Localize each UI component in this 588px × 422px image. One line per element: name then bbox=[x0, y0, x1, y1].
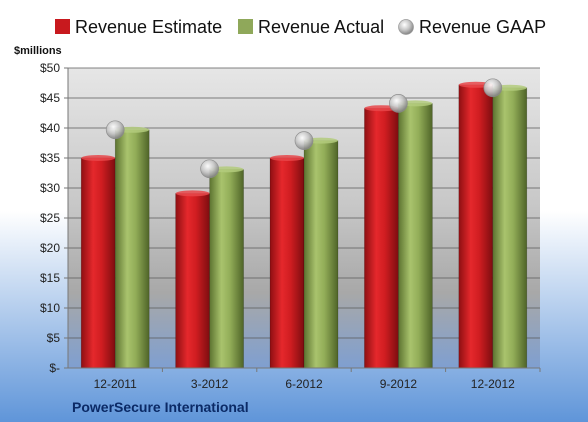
y-tick-label: $50 bbox=[40, 61, 60, 75]
actual-bar bbox=[209, 169, 244, 369]
y-tick-label: $5 bbox=[47, 331, 61, 345]
gaap-marker bbox=[105, 120, 125, 140]
x-tick-label: 3-2012 bbox=[191, 377, 229, 391]
estimate-bar-cap bbox=[81, 155, 116, 161]
y-tick-label: $35 bbox=[40, 151, 60, 165]
actual-bar bbox=[492, 87, 528, 369]
y-tick-label: $30 bbox=[40, 181, 60, 195]
y-tick-label: $10 bbox=[40, 301, 60, 315]
estimate-bar bbox=[175, 193, 210, 369]
y-tick-label: $- bbox=[49, 361, 60, 375]
y-tick-label: $25 bbox=[40, 211, 60, 225]
x-tick-label: 12-2011 bbox=[94, 377, 137, 391]
gaap-markers bbox=[105, 78, 503, 179]
x-tick-label: 6-2012 bbox=[285, 377, 323, 391]
y-tick-label: $15 bbox=[40, 271, 60, 285]
estimate-bar bbox=[364, 107, 399, 369]
legend-swatch-estimate bbox=[55, 19, 70, 34]
estimate-bar bbox=[269, 157, 305, 369]
y-axis-unit: $millions bbox=[14, 45, 62, 57]
gaap-marker bbox=[389, 94, 408, 113]
bars bbox=[80, 81, 528, 369]
gaap-marker bbox=[200, 159, 219, 179]
x-tick-label: 12-2012 bbox=[471, 377, 515, 391]
y-tick-label: $20 bbox=[40, 241, 60, 255]
legend: Revenue Estimate Revenue Actual Revenue … bbox=[55, 17, 546, 37]
x-tick-label: 9-2012 bbox=[380, 377, 418, 391]
actual-bar bbox=[303, 140, 339, 369]
legend-swatch-actual bbox=[238, 19, 253, 34]
company-name: PowerSecure International bbox=[72, 399, 249, 415]
estimate-bar bbox=[80, 157, 116, 369]
legend-label-gaap: Revenue GAAP bbox=[419, 17, 546, 37]
legend-label-estimate: Revenue Estimate bbox=[75, 17, 222, 37]
legend-marker-gaap bbox=[398, 19, 414, 35]
estimate-bar bbox=[458, 84, 494, 369]
gaap-marker bbox=[483, 78, 503, 98]
actual-bar bbox=[114, 129, 150, 369]
legend-label-actual: Revenue Actual bbox=[258, 17, 384, 37]
estimate-bar-cap bbox=[175, 190, 210, 197]
gaap-marker bbox=[294, 131, 314, 150]
y-axis-ticks: $- $5 $10 $15 $20 $25 $30 $35 $40 $45 $50 bbox=[40, 61, 68, 375]
x-axis-ticks: 12-2011 3-2012 6-2012 9-2012 12-2012 bbox=[94, 368, 541, 391]
y-tick-label: $40 bbox=[40, 121, 60, 135]
actual-bar bbox=[398, 103, 433, 369]
y-tick-label: $45 bbox=[40, 91, 60, 105]
estimate-bar-cap bbox=[270, 155, 304, 161]
